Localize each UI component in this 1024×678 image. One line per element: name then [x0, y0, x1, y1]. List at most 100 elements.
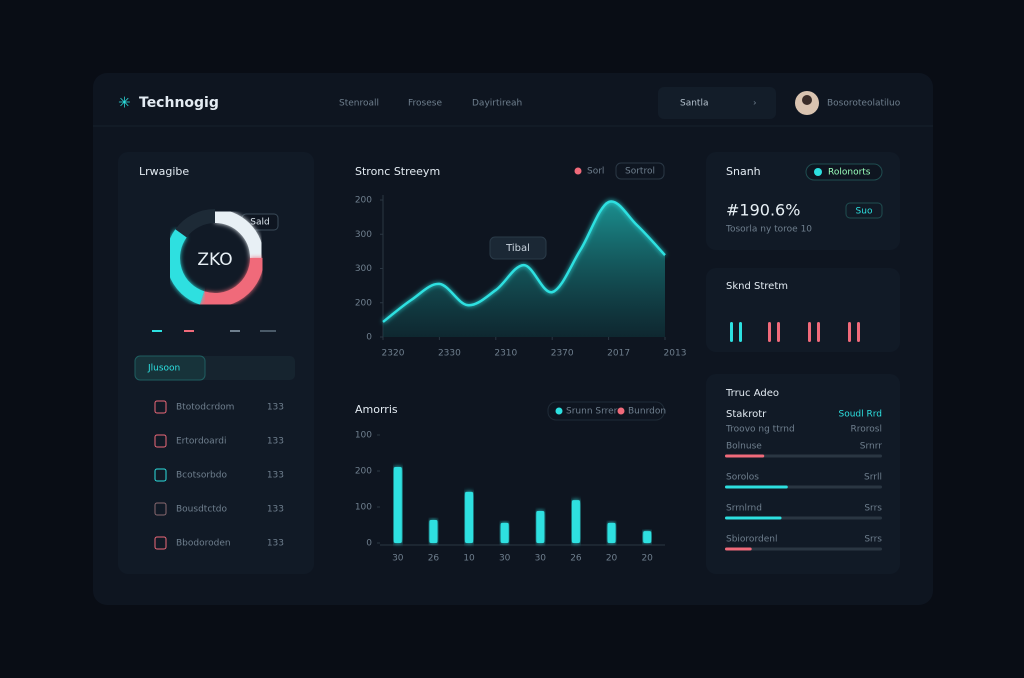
- progress-fill: [725, 454, 765, 458]
- mini-bars: [730, 322, 860, 342]
- x-tick-label: 30: [535, 554, 547, 564]
- bar: [465, 491, 474, 543]
- legend-box: [547, 401, 665, 421]
- progress-fill: [725, 485, 788, 489]
- list-icon: [154, 468, 167, 482]
- list-value: 133: [267, 471, 284, 481]
- toggle[interactable]: [805, 163, 883, 181]
- card-title: Snanh: [726, 165, 761, 178]
- y-tick-label: 0: [366, 333, 372, 343]
- list-label: Bcotsorbdo: [176, 471, 227, 481]
- x-tick-label: 2320: [382, 349, 405, 359]
- card-title: Trruc Adeo: [725, 388, 779, 399]
- user-name: Bosoroteolatiluo: [827, 99, 901, 109]
- button[interactable]: [845, 202, 883, 219]
- nav-link[interactable]: Dayirtireah: [472, 99, 522, 109]
- list-icon: [154, 400, 167, 414]
- x-tick-label: 10: [463, 554, 475, 564]
- progress-track: [725, 547, 882, 551]
- x-tick-label: 2310: [494, 349, 517, 359]
- button-text: Suo: [856, 207, 873, 217]
- list-icon: [154, 536, 167, 550]
- mini-bar: [857, 322, 860, 342]
- card: [706, 374, 900, 574]
- legend-text: Srunn Srrer: [566, 407, 618, 417]
- x-tick-label: 30: [499, 554, 511, 564]
- list-icon: [154, 502, 167, 516]
- donut-center: ZKO: [197, 250, 232, 270]
- y-tick-label: 200: [355, 298, 372, 308]
- nav-link[interactable]: Stenroall: [339, 99, 379, 109]
- row-value: Soudl Rrd: [838, 410, 882, 420]
- donut-segment: [175, 209, 216, 238]
- mini-bar: [808, 322, 811, 342]
- donut-segment: [199, 257, 264, 307]
- filter[interactable]: [615, 162, 665, 180]
- toggle-knob: [814, 168, 822, 176]
- tooltip: [489, 236, 547, 260]
- progress-value: Srnrr: [860, 442, 883, 452]
- big-number: #190.6%: [726, 201, 800, 220]
- x-tick-label: 2013: [664, 349, 687, 359]
- nav-link[interactable]: Frosese: [408, 99, 442, 109]
- x-tick-label: 20: [641, 554, 653, 564]
- list-label: Bbodoroden: [176, 539, 231, 549]
- bar: [429, 519, 438, 543]
- area: [383, 201, 665, 337]
- x-tick-label: 26: [570, 554, 582, 564]
- row-sub-value: Rrorosl: [851, 425, 882, 435]
- list-value: 133: [267, 403, 284, 413]
- progress-label: Sorolos: [726, 473, 759, 483]
- tooltip-text: Tibal: [505, 243, 530, 254]
- bar: [607, 522, 616, 543]
- card: [706, 268, 900, 352]
- search-text: Santla: [680, 99, 708, 109]
- donut-segment: [166, 229, 205, 305]
- toggle-text: Rolonorts: [828, 168, 871, 178]
- y-tick-label: 300: [355, 230, 372, 240]
- progress-value: Srrs: [864, 504, 882, 514]
- y-tick-label: 300: [355, 264, 372, 274]
- list-label: Bousdtctdo: [176, 505, 228, 515]
- mini-bar: [768, 322, 771, 342]
- list-label: Btotodcrdom: [176, 403, 234, 413]
- y-tick-label: 200: [355, 196, 372, 206]
- logo-icon: ✳: [118, 94, 131, 112]
- bar: [643, 531, 652, 543]
- legend-text: Bunrdon: [628, 407, 666, 417]
- filter-text: Sortrol: [625, 167, 655, 177]
- y-tick-label: 100: [355, 503, 372, 513]
- progress-fill: [725, 547, 752, 551]
- tab-active[interactable]: [134, 355, 206, 381]
- brand: Technogig: [139, 95, 219, 111]
- y-tick-label: 0: [366, 539, 372, 549]
- bar: [536, 510, 545, 543]
- x-tick-label: 2017: [607, 349, 630, 359]
- x-tick-label: 30: [392, 554, 404, 564]
- bar: [393, 467, 402, 543]
- search-box[interactable]: [658, 87, 776, 119]
- row-label: Stakrotr: [726, 409, 767, 420]
- legend-dot: [574, 167, 582, 175]
- bar: [571, 500, 580, 543]
- line: [382, 200, 666, 323]
- x-tick-label: 2330: [438, 349, 461, 359]
- tab-text: Jlusoon: [147, 364, 180, 374]
- donut-segment: [214, 209, 264, 259]
- x-tick-label: 26: [428, 554, 440, 564]
- y-tick-label: 200: [355, 467, 372, 477]
- mini-bar: [848, 322, 851, 342]
- progress-label: Srrnlrnd: [726, 504, 762, 514]
- mini-bar: [739, 322, 742, 342]
- avatar-head: [802, 95, 812, 105]
- card-sub: Tosorla ny toroe 10: [725, 225, 812, 235]
- progress-value: Srrll: [864, 473, 882, 483]
- list-icon: [154, 434, 167, 448]
- progress-label: Sbiorordenl: [726, 535, 777, 545]
- list-value: 133: [267, 539, 284, 549]
- progress-track: [725, 454, 882, 458]
- legend-dot: [617, 407, 625, 415]
- mini-bar: [777, 322, 780, 342]
- x-tick-label: 20: [606, 554, 618, 564]
